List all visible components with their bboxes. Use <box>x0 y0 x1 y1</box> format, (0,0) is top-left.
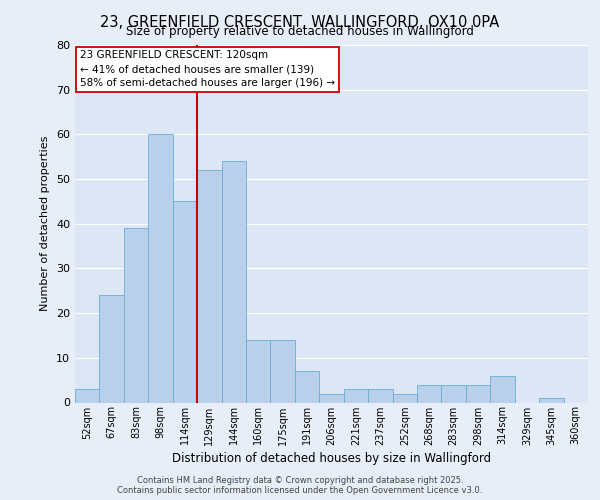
Bar <box>148 134 173 402</box>
Bar <box>466 384 490 402</box>
Bar <box>197 170 221 402</box>
Bar <box>221 161 246 402</box>
Bar <box>344 389 368 402</box>
Bar <box>319 394 344 402</box>
Bar <box>271 340 295 402</box>
Bar <box>75 389 100 402</box>
Text: Contains HM Land Registry data © Crown copyright and database right 2025.
Contai: Contains HM Land Registry data © Crown c… <box>118 476 482 495</box>
Bar <box>173 202 197 402</box>
Bar <box>295 371 319 402</box>
Bar <box>442 384 466 402</box>
Text: Size of property relative to detached houses in Wallingford: Size of property relative to detached ho… <box>126 25 474 38</box>
Text: 23 GREENFIELD CRESCENT: 120sqm
← 41% of detached houses are smaller (139)
58% of: 23 GREENFIELD CRESCENT: 120sqm ← 41% of … <box>80 50 335 88</box>
Text: 23, GREENFIELD CRESCENT, WALLINGFORD, OX10 0PA: 23, GREENFIELD CRESCENT, WALLINGFORD, OX… <box>100 15 500 30</box>
Bar <box>100 295 124 403</box>
Bar <box>368 389 392 402</box>
Bar <box>124 228 148 402</box>
Bar <box>490 376 515 402</box>
Bar <box>417 384 442 402</box>
Bar <box>392 394 417 402</box>
X-axis label: Distribution of detached houses by size in Wallingford: Distribution of detached houses by size … <box>172 452 491 464</box>
Bar <box>246 340 271 402</box>
Y-axis label: Number of detached properties: Number of detached properties <box>40 136 50 312</box>
Bar <box>539 398 563 402</box>
